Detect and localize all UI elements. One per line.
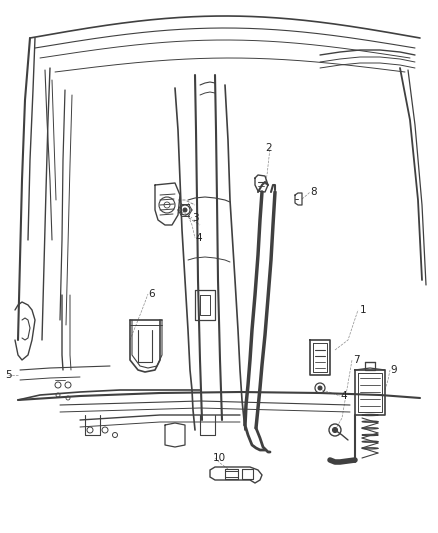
Text: 5: 5 <box>5 370 12 380</box>
Text: 1: 1 <box>360 305 367 315</box>
Text: 2: 2 <box>265 143 272 153</box>
Text: 6: 6 <box>148 289 155 299</box>
Text: 7: 7 <box>353 355 360 365</box>
Circle shape <box>332 427 338 432</box>
Text: 4: 4 <box>195 233 201 243</box>
Text: 9: 9 <box>390 365 397 375</box>
Text: 4: 4 <box>340 391 346 401</box>
Circle shape <box>183 208 187 212</box>
Text: 8: 8 <box>310 187 317 197</box>
Circle shape <box>318 386 322 390</box>
Text: 10: 10 <box>213 453 226 463</box>
Text: 3: 3 <box>192 213 198 223</box>
